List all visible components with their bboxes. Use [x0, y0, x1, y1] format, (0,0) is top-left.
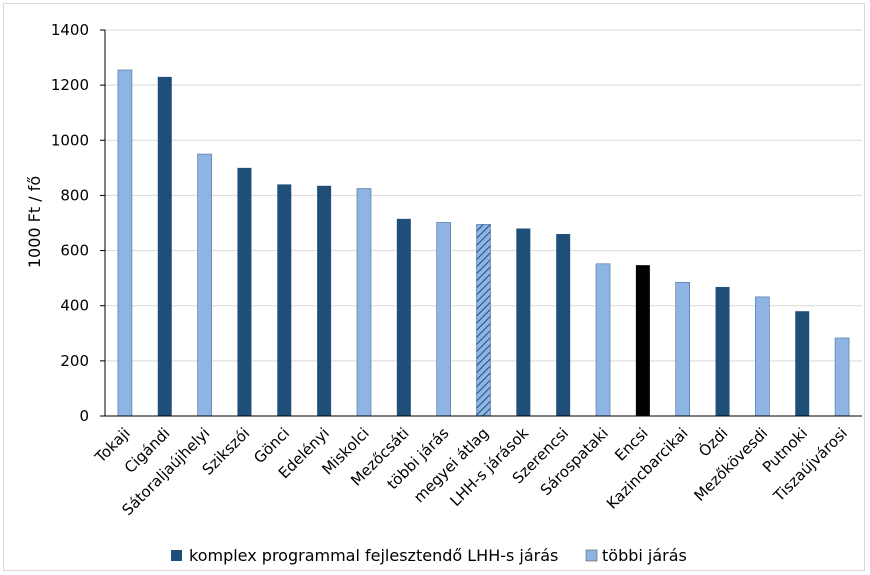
gridlines: [105, 29, 862, 362]
bar-cigándi: [157, 76, 172, 416]
legend-label-tobbi: többi járás: [602, 546, 687, 565]
y-tick-labels: 0 200 400 600 800 1000 1200 1400: [51, 21, 89, 425]
bar-ózdi: [715, 286, 730, 416]
x-tick-label: Ózdi: [694, 423, 731, 460]
bar-sátoraljaújhelyi: [197, 153, 212, 417]
y-axis-title: 1000 Ft / fő: [25, 176, 44, 268]
bar-gönci: [277, 184, 292, 416]
y-tick-label: 200: [60, 352, 89, 370]
x-tick-labels: TokajiCigándiSátoraljaújhelyiSzikszóiGön…: [91, 423, 851, 519]
bar-többi-járás: [436, 222, 451, 417]
y-tick-label: 1000: [51, 131, 89, 149]
bar-mezőcsáti: [396, 218, 411, 416]
bar-tiszaújvárosi: [834, 337, 850, 417]
bar-putnoki: [795, 311, 810, 416]
bar-encsi: [635, 265, 650, 416]
legend-swatch-lhh: [171, 550, 182, 561]
y-tick-label: 1200: [51, 76, 89, 94]
bar-kazincbarcikai: [675, 281, 691, 417]
bars: [117, 69, 850, 417]
y-tick-label: 400: [60, 297, 89, 315]
legend-swatch-tobbi: [585, 549, 598, 562]
bar-miskolci: [356, 188, 372, 417]
y-tick-label: 1400: [51, 21, 89, 39]
bar-szikszói: [237, 167, 252, 416]
y-tick-label: 600: [60, 242, 89, 260]
bar-sárospataki: [595, 263, 611, 417]
y-tick-label: 0: [79, 407, 89, 425]
legend-label-lhh: komplex programmal fejlesztendő LHH-s já…: [189, 546, 558, 565]
legend: komplex programmal fejlesztendő LHH-s já…: [171, 546, 687, 565]
bar-edelényi: [317, 185, 332, 416]
y-tick-label: 800: [60, 186, 89, 204]
bar-tokaji: [117, 69, 133, 417]
bar-megyei-átlag: [476, 224, 491, 417]
bar-mezőkövesdi: [755, 296, 770, 417]
axes: [100, 29, 862, 417]
bar-szerencsi: [556, 234, 571, 416]
bar-lhh-s-járások: [516, 228, 531, 416]
